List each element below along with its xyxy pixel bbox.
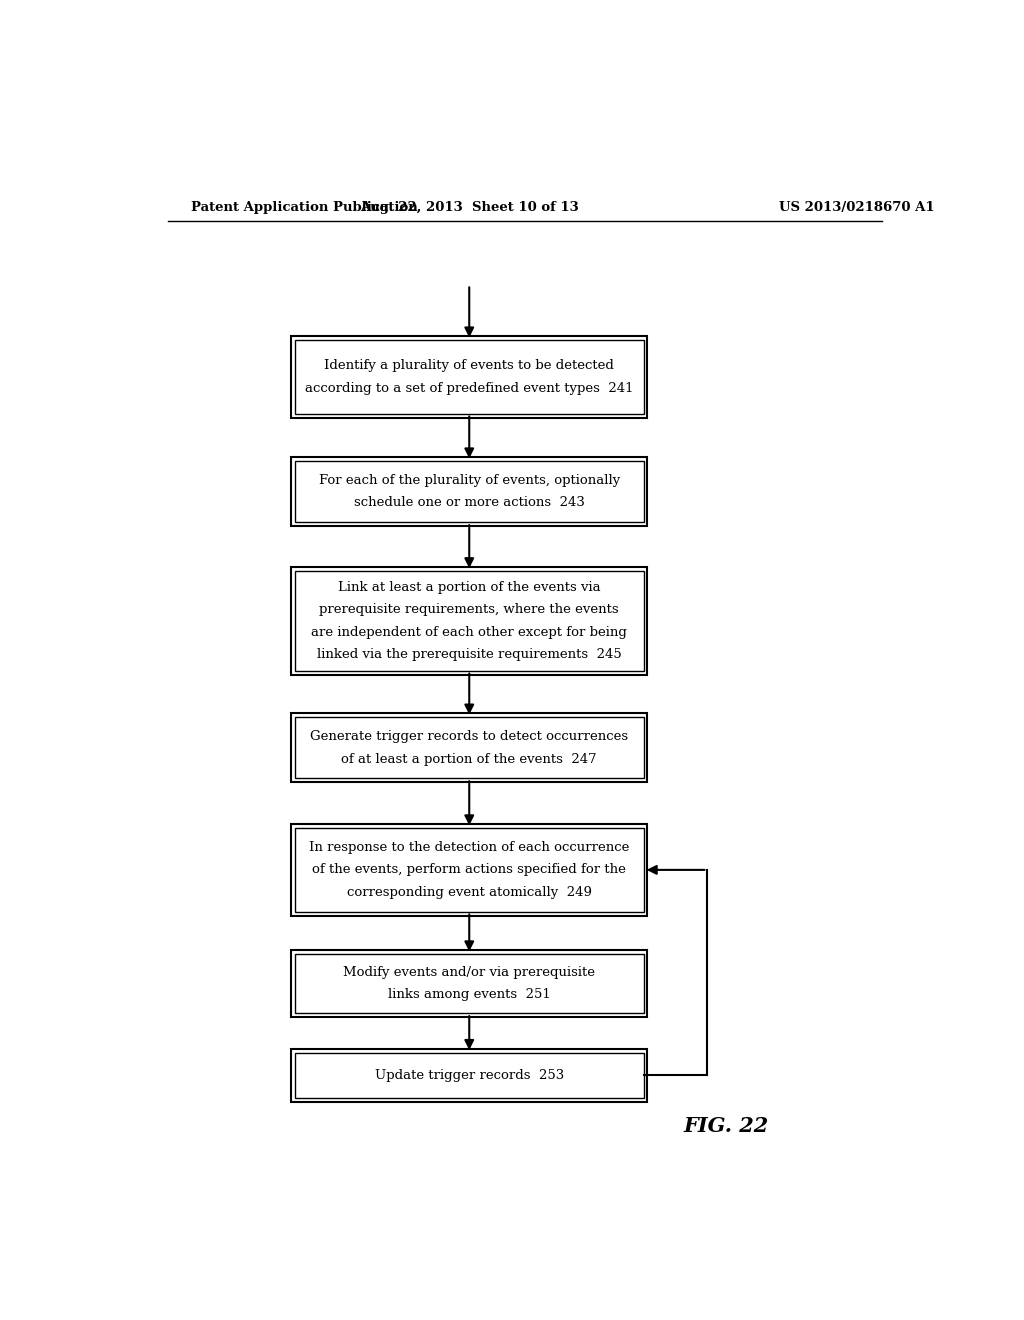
Text: Link at least a portion of the events via: Link at least a portion of the events vi… [338,581,600,594]
Bar [295,954,644,1014]
Text: schedule one or more actions  243: schedule one or more actions 243 [354,496,585,510]
Text: For each of the plurality of events, optionally: For each of the plurality of events, opt… [318,474,620,487]
Bar [292,457,647,527]
Text: Identify a plurality of events to be detected: Identify a plurality of events to be det… [325,359,614,372]
Bar [292,337,647,417]
Bar [295,1053,644,1097]
Text: are independent of each other except for being: are independent of each other except for… [311,626,627,639]
Text: Aug. 22, 2013  Sheet 10 of 13: Aug. 22, 2013 Sheet 10 of 13 [359,201,579,214]
Bar [295,828,644,912]
Text: according to a set of predefined event types  241: according to a set of predefined event t… [305,381,634,395]
Text: of at least a portion of the events  247: of at least a portion of the events 247 [341,752,597,766]
Text: Patent Application Publication: Patent Application Publication [191,201,418,214]
Bar [292,713,647,783]
Bar [292,1049,647,1102]
Text: of the events, perform actions specified for the: of the events, perform actions specified… [312,863,627,876]
Bar [295,718,644,779]
Bar [295,461,644,523]
Bar [295,341,644,413]
Bar [292,950,647,1018]
Text: prerequisite requirements, where the events: prerequisite requirements, where the eve… [319,603,620,616]
Text: US 2013/0218670 A1: US 2013/0218670 A1 [778,201,934,214]
Text: corresponding event atomically  249: corresponding event atomically 249 [347,886,592,899]
Text: Modify events and/or via prerequisite: Modify events and/or via prerequisite [343,966,595,979]
Text: FIG. 22: FIG. 22 [684,1115,769,1137]
Text: Update trigger records  253: Update trigger records 253 [375,1069,564,1081]
Text: In response to the detection of each occurrence: In response to the detection of each occ… [309,841,630,854]
Bar [292,568,647,675]
Bar [295,572,644,671]
Text: linked via the prerequisite requirements  245: linked via the prerequisite requirements… [316,648,622,661]
Text: links among events  251: links among events 251 [388,989,551,1002]
Text: Generate trigger records to detect occurrences: Generate trigger records to detect occur… [310,730,629,743]
Bar [292,824,647,916]
